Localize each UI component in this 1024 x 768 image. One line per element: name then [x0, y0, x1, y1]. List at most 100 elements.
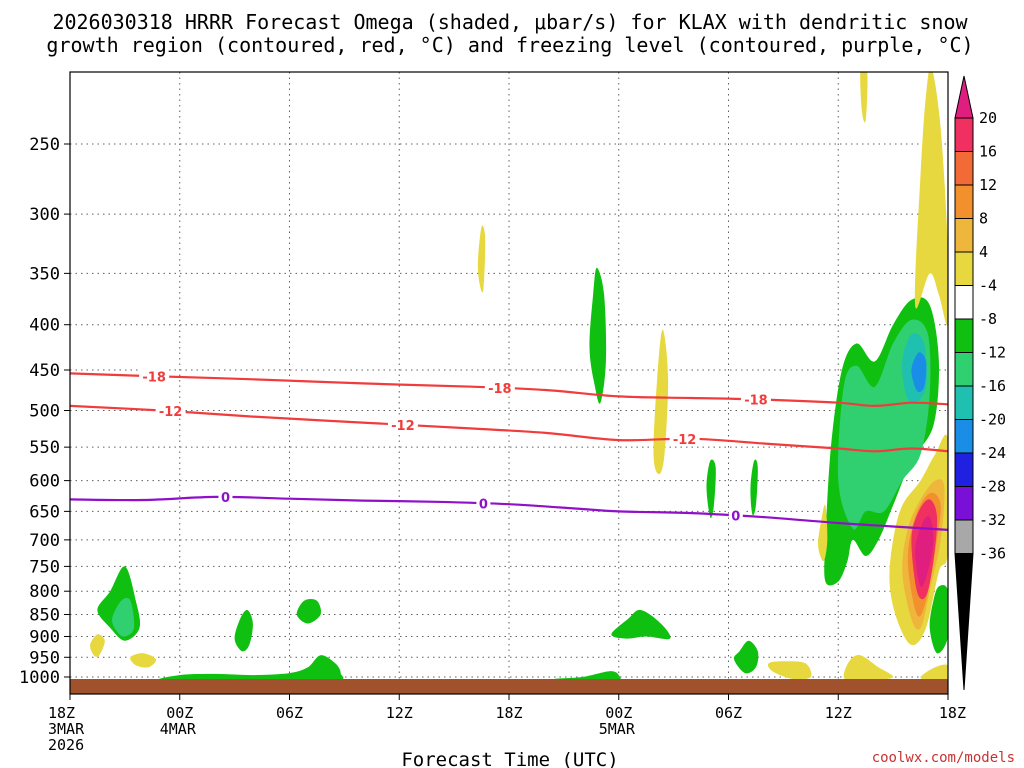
- colorbar-bottom-cap: [954, 553, 974, 691]
- colorbar-label-4: 4: [979, 243, 988, 261]
- omega-region-8-level-20: [915, 516, 934, 588]
- contour-label-bg-2-0: [218, 489, 233, 505]
- omega-region-10-level-4: [860, 72, 868, 123]
- omega-shading: [90, 72, 948, 682]
- contour-label-bg-0-0: [139, 368, 170, 384]
- contour--18-0: [70, 372, 948, 408]
- contour-label-bg-1-1: [387, 416, 418, 432]
- colorbar-label-8: -16: [979, 377, 1006, 395]
- y-tick-label-650: 650: [29, 502, 60, 522]
- omega-region-3-level-neg16: [911, 352, 927, 393]
- colorbar-segment-3: [954, 218, 974, 253]
- y-tick-label-800: 800: [29, 582, 60, 602]
- colorbar-label-0: 20: [979, 109, 997, 127]
- x-tick-label-6-0: 06Z: [715, 704, 742, 722]
- colorbar: 20 16 12 8 4 -4 -8 -12 -16 -20 -24 -28 -32 -36: [954, 75, 1006, 691]
- credit-text: coolwx.com/models: [872, 750, 1015, 766]
- y-tick-label-300: 300: [29, 205, 60, 225]
- omega-region-9-level-4: [914, 72, 948, 326]
- y-tick-label-400: 400: [29, 316, 60, 336]
- y-tick-label-600: 600: [29, 472, 60, 492]
- omega-region-18-level-4: [90, 634, 105, 657]
- colorbar-label-10: -24: [979, 444, 1006, 462]
- colorbar-label-12: -32: [979, 511, 1006, 529]
- omega-region-22-level-neg4: [157, 655, 344, 682]
- colorbar-label-6: -8: [979, 310, 997, 328]
- y-tick-label-1000: 1000: [19, 668, 60, 688]
- colorbar-segment-5: [954, 285, 974, 320]
- colorbar-segment-gray: [954, 519, 974, 554]
- omega-region-26-level-4: [843, 655, 894, 681]
- colorbar-segment-10: [954, 452, 974, 487]
- x-tick-label-0-0: 18Z: [48, 704, 75, 722]
- contour-label-bg-2-2: [728, 507, 743, 523]
- x-tick-label-1-1: 4MAR: [160, 720, 197, 738]
- ground-surface-band: [70, 679, 948, 694]
- contour-label-bg-1-2: [669, 430, 700, 446]
- y-tick-label-500: 500: [29, 402, 60, 422]
- x-tick-label-4-0: 18Z: [495, 704, 522, 722]
- x-tick-label-0-1: 3MAR: [48, 720, 85, 738]
- y-tick-label-450: 450: [29, 361, 60, 381]
- x-tick-label-3-0: 12Z: [386, 704, 413, 722]
- omega-region-12-level-4: [653, 329, 669, 475]
- colorbar-label-3: 8: [979, 210, 988, 228]
- contour-label-bg-1-0: [155, 403, 186, 419]
- x-tick-label-8-0: 18Z: [939, 704, 966, 722]
- omega-region-14-level-neg4: [706, 459, 716, 518]
- colorbar-label-11: -28: [979, 478, 1006, 496]
- contour-label--18-2: -18: [744, 393, 768, 408]
- contour-label--12-2: -12: [673, 433, 697, 448]
- colorbar-segment-8: [954, 385, 974, 420]
- contour-label-0-1: 0: [479, 497, 488, 512]
- colorbar-segment-9: [954, 419, 974, 454]
- y-tick-label-700: 700: [29, 531, 60, 551]
- x-tick-label-1-0: 00Z: [166, 704, 193, 722]
- contour--12-1: [70, 404, 948, 453]
- colorbar-segment-1: [954, 151, 974, 186]
- x-axis-label: Forecast Time (UTC): [401, 749, 618, 768]
- x-tick-label-2-0: 06Z: [276, 704, 303, 722]
- colorbar-label-9: -20: [979, 411, 1006, 429]
- chart-title-line-2: growth region (contoured, red, °C) and f…: [46, 33, 973, 57]
- colorbar-label-13: -36: [979, 545, 1006, 563]
- colorbar-segment-0: [954, 117, 974, 152]
- contour-label--12-1: -12: [391, 419, 415, 434]
- contour-label-0-0: 0: [221, 491, 230, 506]
- colorbar-segment-7: [954, 352, 974, 387]
- contour-label-bg-0-1: [484, 379, 515, 395]
- colorbar-label-7: -12: [979, 344, 1006, 362]
- omega-region-19-level-4: [130, 653, 157, 668]
- omega-region-17-level-neg8: [112, 597, 135, 637]
- pressure-axis: 2503003504004505005506006507007508008509…: [19, 135, 70, 688]
- colorbar-segment-4: [954, 251, 974, 286]
- omega-region-15-level-neg4: [750, 459, 758, 516]
- colorbar-label-5: -4: [979, 277, 997, 295]
- y-tick-label-850: 850: [29, 606, 60, 626]
- omega-region-21-level-neg4: [296, 598, 322, 624]
- y-tick-label-350: 350: [29, 264, 60, 284]
- chart-title-line-1: 2026030318 HRRR Forecast Omega (shaded, …: [52, 10, 968, 34]
- colorbar-segment-6: [954, 318, 974, 353]
- omega-region-28-level-neg4: [733, 640, 759, 674]
- y-tick-label-950: 950: [29, 648, 60, 668]
- x-tick-label-0-2: 2026: [48, 736, 84, 754]
- colorbar-segment-11: [954, 486, 974, 521]
- y-tick-label-900: 900: [29, 627, 60, 647]
- omega-region-11-level-neg4: [589, 267, 607, 404]
- x-tick-label-5-1: 5MAR: [599, 720, 636, 738]
- y-tick-label-550: 550: [29, 438, 60, 458]
- omega-region-24-level-neg4: [611, 609, 671, 640]
- omega-region-27-level-4: [920, 664, 948, 681]
- contour-label--12-0: -12: [159, 405, 183, 420]
- colorbar-label-2: 12: [979, 176, 997, 194]
- y-tick-label-750: 750: [29, 557, 60, 577]
- omega-region-13-level-4: [477, 225, 486, 293]
- contour-label-bg-0-2: [740, 391, 771, 407]
- contour-label-bg-2-1: [476, 495, 491, 511]
- colorbar-top-cap: [954, 75, 974, 119]
- colorbar-label-1: 16: [979, 143, 997, 161]
- colorbar-segment-2: [954, 184, 974, 219]
